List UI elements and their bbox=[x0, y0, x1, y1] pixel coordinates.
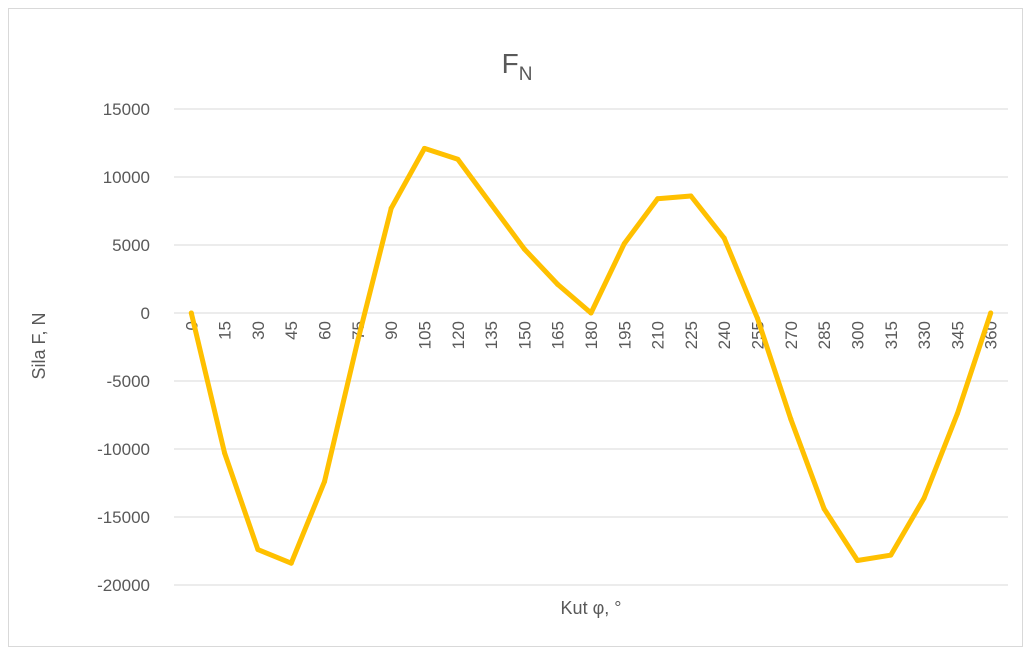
x-tick-label: 345 bbox=[948, 321, 967, 349]
data-point bbox=[255, 547, 261, 553]
x-tick-label: 15 bbox=[216, 321, 235, 340]
x-tick-label: 285 bbox=[815, 321, 834, 349]
data-point bbox=[388, 205, 394, 211]
x-tick-label: 150 bbox=[515, 321, 534, 349]
y-tick-label: -20000 bbox=[97, 576, 150, 595]
x-tick-label: 195 bbox=[615, 321, 634, 349]
x-tick-label: 135 bbox=[482, 321, 501, 349]
y-tick-label: -5000 bbox=[107, 372, 150, 391]
x-tick-label: 105 bbox=[415, 321, 434, 349]
data-point bbox=[188, 310, 194, 316]
data-point bbox=[222, 450, 228, 456]
data-point bbox=[355, 337, 361, 343]
x-tick-label: 90 bbox=[382, 321, 401, 340]
x-tick-label: 30 bbox=[249, 321, 268, 340]
x-tick-label: 180 bbox=[582, 321, 601, 349]
data-point bbox=[621, 241, 627, 247]
data-point bbox=[555, 281, 561, 287]
x-tick-label: 165 bbox=[549, 321, 568, 349]
data-point bbox=[488, 201, 494, 207]
chart-border bbox=[8, 8, 1023, 647]
x-tick-label: 225 bbox=[682, 321, 701, 349]
data-point bbox=[755, 315, 761, 321]
data-point bbox=[421, 145, 427, 151]
y-axis-ticks: 15000 10000 5000 0 -5000 -10000 -15000 -20000 bbox=[97, 100, 150, 595]
data-point bbox=[954, 411, 960, 417]
data-point bbox=[921, 495, 927, 501]
y-tick-label: 5000 bbox=[112, 236, 150, 255]
data-point bbox=[455, 156, 461, 162]
data-point bbox=[588, 310, 594, 316]
data-point bbox=[521, 246, 527, 252]
y-tick-label: 15000 bbox=[103, 100, 150, 119]
x-tick-label: 120 bbox=[449, 321, 468, 349]
y-tick-label: -15000 bbox=[97, 508, 150, 527]
x-tick-label: 315 bbox=[882, 321, 901, 349]
data-point bbox=[655, 196, 661, 202]
y-axis-title: Sila F, N bbox=[29, 312, 49, 379]
chart-title-subscript: N bbox=[519, 64, 533, 85]
x-tick-label: 45 bbox=[282, 321, 301, 340]
data-point bbox=[988, 310, 994, 316]
x-tick-label: 330 bbox=[915, 321, 934, 349]
chart-title-main: F bbox=[502, 48, 519, 79]
x-axis-title: Kut φ, ° bbox=[561, 598, 622, 618]
data-point bbox=[854, 558, 860, 564]
chart-title: FN bbox=[502, 48, 533, 85]
data-point bbox=[821, 506, 827, 512]
x-axis-ticks: 0 15 30 45 60 75 90 105 120 135 150 165 180 195 210 225… bbox=[182, 321, 1000, 349]
data-point bbox=[888, 552, 894, 558]
y-tick-label: -10000 bbox=[97, 440, 150, 459]
x-tick-label: 300 bbox=[848, 321, 867, 349]
y-tick-label: 10000 bbox=[103, 168, 150, 187]
x-tick-label: 270 bbox=[782, 321, 801, 349]
x-tick-label: 240 bbox=[715, 321, 734, 349]
y-tick-label: 0 bbox=[141, 304, 150, 323]
data-point bbox=[788, 416, 794, 422]
data-point bbox=[721, 235, 727, 241]
data-point bbox=[288, 560, 294, 566]
data-point bbox=[322, 479, 328, 485]
x-tick-label: 60 bbox=[316, 321, 335, 340]
series-layer bbox=[188, 145, 994, 566]
x-tick-label: 210 bbox=[649, 321, 668, 349]
data-point bbox=[688, 193, 694, 199]
